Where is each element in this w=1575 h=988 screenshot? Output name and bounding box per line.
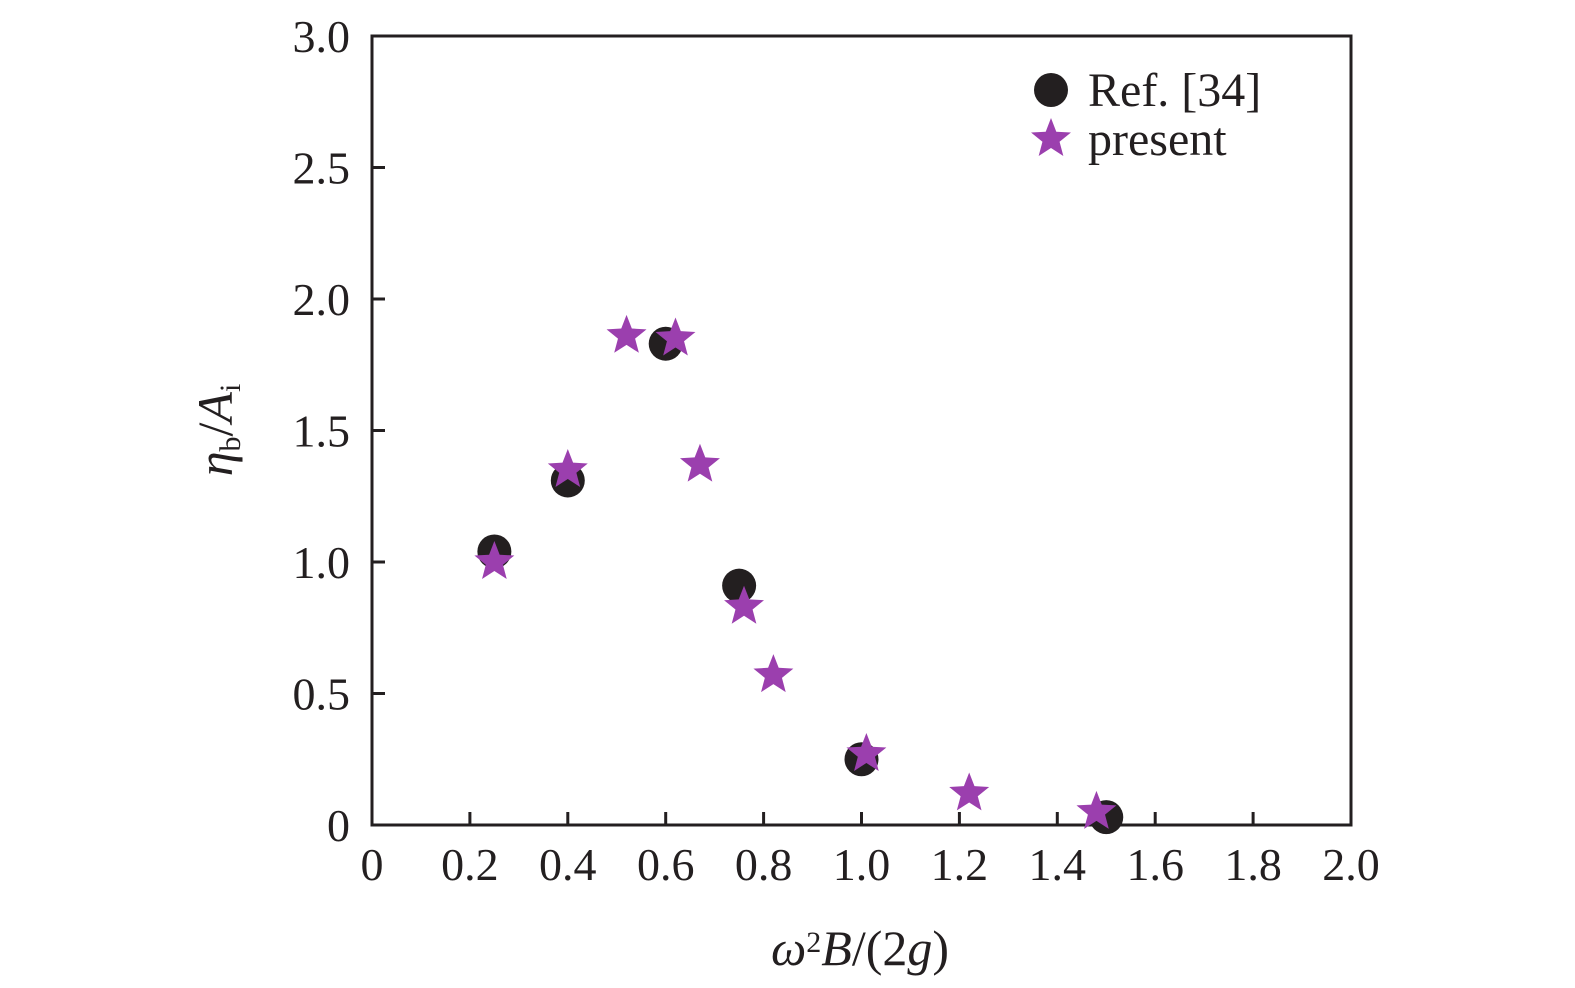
data-point-star bbox=[1076, 790, 1117, 829]
x-tick-label: 0.4 bbox=[539, 839, 597, 890]
legend: Ref. [34]present bbox=[1031, 64, 1261, 166]
y-tick-label: 1.5 bbox=[293, 406, 351, 457]
x-tick-label: 0.6 bbox=[637, 839, 695, 890]
data-point-star bbox=[547, 448, 588, 487]
y-tick-label: 2.0 bbox=[293, 274, 351, 325]
data-series bbox=[474, 314, 1124, 835]
x-axis-label: ω2B/(2g) bbox=[771, 920, 949, 976]
data-point-star bbox=[949, 772, 990, 811]
data-point-star bbox=[679, 443, 720, 482]
y-tick-label: 0 bbox=[327, 800, 350, 851]
x-axis-ticks bbox=[468, 812, 1255, 825]
data-point-star bbox=[753, 654, 794, 693]
x-tick-label: 2.0 bbox=[1322, 839, 1380, 890]
series-circle bbox=[477, 326, 1124, 835]
x-axis-tick-labels: 0 0.2 0.4 0.6 0.8 1.0 1.2 1.4 1.6 1.8 2.0 bbox=[361, 839, 1380, 890]
x-tick-label: 1.8 bbox=[1224, 839, 1282, 890]
x-tick-label: 0.2 bbox=[441, 839, 499, 890]
series-star bbox=[474, 314, 1117, 829]
y-axis-label: ηb/Ai bbox=[187, 384, 247, 477]
x-tick-label: 0 bbox=[361, 839, 384, 890]
y-axis-ticks bbox=[372, 166, 385, 695]
y-tick-label: 1.0 bbox=[293, 537, 351, 588]
data-point-star bbox=[655, 317, 696, 356]
x-tick-label: 1.0 bbox=[833, 839, 891, 890]
legend-label: present bbox=[1088, 113, 1227, 166]
y-tick-label: 3.0 bbox=[293, 11, 351, 62]
data-point-star bbox=[606, 314, 647, 353]
x-tick-label: 1.6 bbox=[1126, 839, 1184, 890]
y-tick-label: 2.5 bbox=[293, 143, 351, 194]
data-point-star bbox=[474, 541, 515, 579]
x-tick-label: 1.2 bbox=[931, 839, 989, 890]
legend-star-marker bbox=[1031, 118, 1071, 156]
legend-circle-marker bbox=[1034, 73, 1068, 107]
y-axis-tick-labels: 0 0.5 1.0 1.5 2.0 2.5 3.0 bbox=[293, 11, 351, 851]
y-tick-label: 0.5 bbox=[293, 669, 351, 720]
data-point-star bbox=[724, 585, 764, 624]
legend-label: Ref. [34] bbox=[1088, 64, 1261, 117]
data-point-circle bbox=[722, 568, 757, 603]
data-point-star bbox=[846, 732, 887, 771]
x-tick-label: 0.8 bbox=[735, 839, 793, 890]
x-tick-label: 1.4 bbox=[1029, 839, 1087, 890]
